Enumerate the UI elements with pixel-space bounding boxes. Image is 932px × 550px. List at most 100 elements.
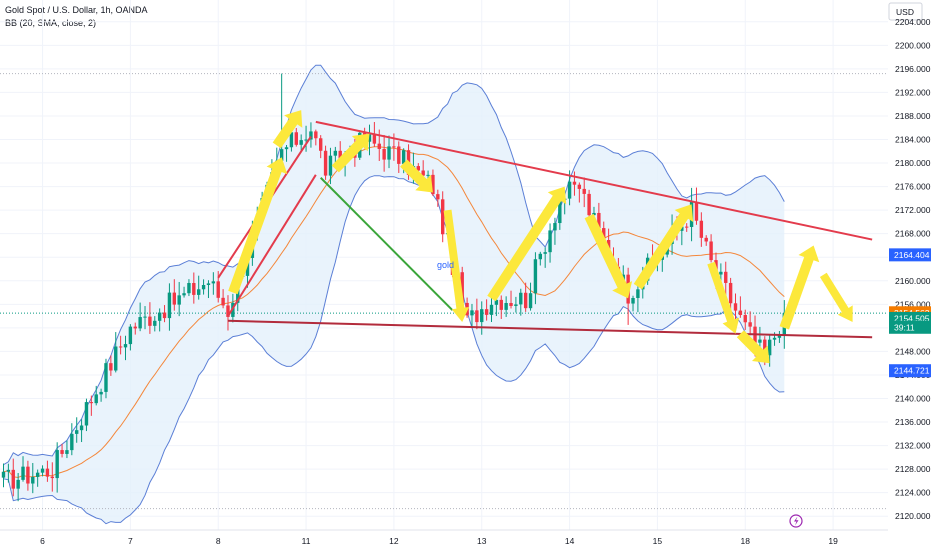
candle [143, 306, 147, 330]
candle-body [182, 293, 186, 296]
candle-body [494, 299, 499, 305]
price-tick-label: 2128.000 [895, 464, 931, 474]
candle-body [694, 201, 699, 221]
candle [31, 462, 35, 494]
time-tick-label: 15 [653, 536, 663, 546]
candle-body [460, 272, 464, 303]
price-tick-label: 2132.000 [895, 441, 931, 451]
candle [577, 182, 582, 203]
lightning-icon[interactable] [789, 514, 803, 528]
candle-body [777, 335, 782, 338]
candle-body [728, 282, 733, 304]
candle-body [1, 471, 6, 478]
candle-body [294, 132, 298, 145]
candle-body [50, 476, 54, 479]
candle [553, 217, 557, 245]
yellow-arrow [272, 110, 303, 149]
price-axis-bg [888, 0, 932, 530]
time-tick-label: 14 [565, 536, 575, 546]
candle-body [758, 339, 762, 343]
currency-label: USD [896, 7, 914, 17]
candle-body [397, 146, 401, 164]
candle-body [631, 297, 635, 304]
candle-body [704, 237, 708, 242]
price-tick-label: 2136.000 [895, 417, 931, 427]
candle-body [523, 292, 528, 309]
candle [162, 305, 167, 323]
candle [153, 316, 157, 332]
candle [382, 134, 386, 172]
candle [16, 472, 20, 502]
candle-body [699, 220, 704, 238]
candle-body [582, 188, 586, 194]
candle [197, 275, 201, 300]
candle-body [763, 339, 767, 356]
candle [226, 295, 230, 331]
candle-body [416, 166, 420, 171]
candle [587, 189, 591, 221]
currency-box[interactable] [888, 2, 923, 21]
candle [475, 298, 479, 330]
candle [694, 187, 699, 225]
candle-body [738, 310, 743, 316]
price-badge-label: 2154.505 [894, 313, 930, 323]
candle [397, 141, 401, 173]
candle [489, 294, 494, 323]
candle [724, 261, 728, 297]
candle-body [45, 468, 50, 477]
candle-body [401, 150, 406, 164]
price-tick-label: 2160.000 [895, 276, 931, 286]
price-badge: 2164.404 [889, 248, 931, 262]
price-tick-label: 2148.000 [895, 346, 931, 356]
candle [309, 122, 313, 148]
candle-body [519, 292, 523, 305]
candle [509, 290, 513, 309]
candle-body [504, 303, 508, 310]
candle-body [685, 226, 689, 228]
candle [470, 303, 474, 327]
candle [157, 308, 162, 332]
candle-body [128, 326, 133, 345]
indicator-legend: BB (20, SMA, close, 2) [5, 18, 97, 28]
price-tick-label: 2140.000 [895, 394, 931, 404]
candle [426, 170, 430, 179]
bb-upper-band [3, 64, 785, 466]
candle-body [587, 193, 591, 216]
yellow-arrow [707, 261, 740, 334]
candle-body [426, 174, 430, 176]
candle [777, 331, 782, 343]
candle-body [153, 320, 157, 326]
candle [572, 171, 577, 196]
trendline [315, 120, 873, 241]
price-tick-label: 2188.000 [895, 111, 931, 121]
candle [84, 398, 89, 432]
candle [187, 279, 191, 297]
trendline [227, 174, 317, 317]
candle [504, 296, 508, 317]
candle-body [177, 295, 181, 305]
candle-body [636, 289, 640, 298]
price-tick-label: 2120.000 [895, 511, 931, 521]
candle-body [99, 391, 103, 395]
candle [538, 251, 542, 266]
candle-body [567, 181, 572, 199]
candle-body [577, 184, 582, 189]
candle-body [441, 199, 445, 235]
candle-body [55, 450, 59, 479]
candle [431, 169, 435, 196]
price-tick-label: 2124.000 [895, 488, 931, 498]
candle-body [548, 230, 552, 253]
candle [299, 134, 303, 151]
candle-body [143, 316, 147, 318]
candle [523, 282, 528, 312]
time-axis-ticks: 6 7 8 11 12 13 14 15 18 19 [40, 536, 838, 546]
candle [211, 272, 216, 295]
candle-body [123, 344, 128, 348]
candle-body [602, 228, 606, 240]
candle-body [309, 131, 313, 140]
price-tick-label: 2156.000 [895, 299, 931, 309]
candle [118, 335, 123, 355]
candle-body [197, 289, 201, 295]
candle-body [35, 472, 40, 477]
